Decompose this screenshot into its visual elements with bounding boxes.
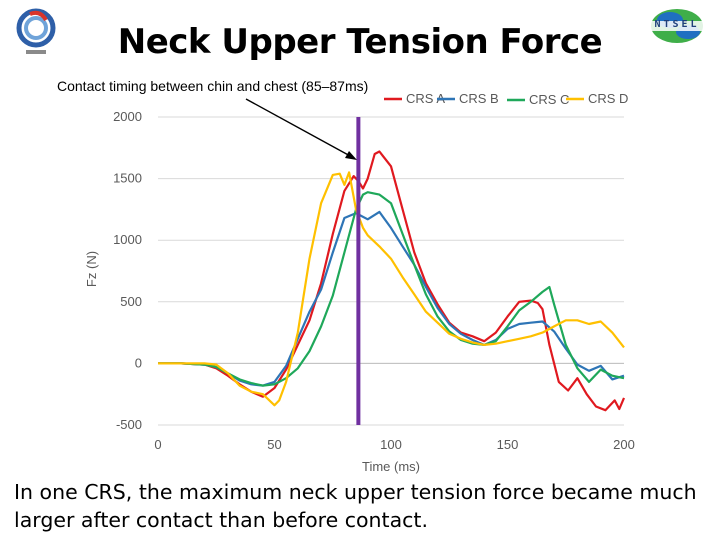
y-tick-label: 2000 [113, 109, 142, 124]
y-axis-label: Fz (N) [84, 251, 99, 287]
series-line-crs-a [158, 150, 626, 412]
y-tick-label: -500 [116, 417, 142, 432]
y-tick-label: 1500 [113, 171, 142, 186]
legend-label: CRS D [588, 91, 628, 106]
ntsel-logo-text: NTSEL [654, 19, 700, 30]
ntsel-logo: NTSEL [640, 6, 714, 46]
x-tick-label: 100 [380, 437, 402, 452]
x-tick-label: 50 [267, 437, 281, 452]
y-tick-label: 0 [135, 355, 142, 370]
contact-annotation: Contact timing between chin and chest (8… [57, 78, 369, 94]
y-tick-label: 1000 [113, 232, 142, 247]
x-axis-label: Time (ms) [362, 459, 420, 474]
x-tick-label: 0 [154, 437, 161, 452]
slide-caption: In one CRS, the maximum neck upper tensi… [14, 480, 697, 532]
legend-label: CRS A [406, 91, 445, 106]
annotation-arrow [245, 98, 353, 158]
organization-logo [8, 6, 64, 62]
slide-title: Neck Upper Tension Force [117, 22, 603, 62]
series-line-crs-d [158, 171, 625, 407]
y-tick-label: 500 [120, 294, 142, 309]
annotation-arrowhead [345, 151, 357, 160]
x-tick-label: 200 [613, 437, 635, 452]
series-line-crs-c [158, 191, 625, 387]
legend-label: CRS C [529, 92, 569, 107]
x-tick-label: 150 [497, 437, 519, 452]
legend-label: CRS B [459, 91, 499, 106]
